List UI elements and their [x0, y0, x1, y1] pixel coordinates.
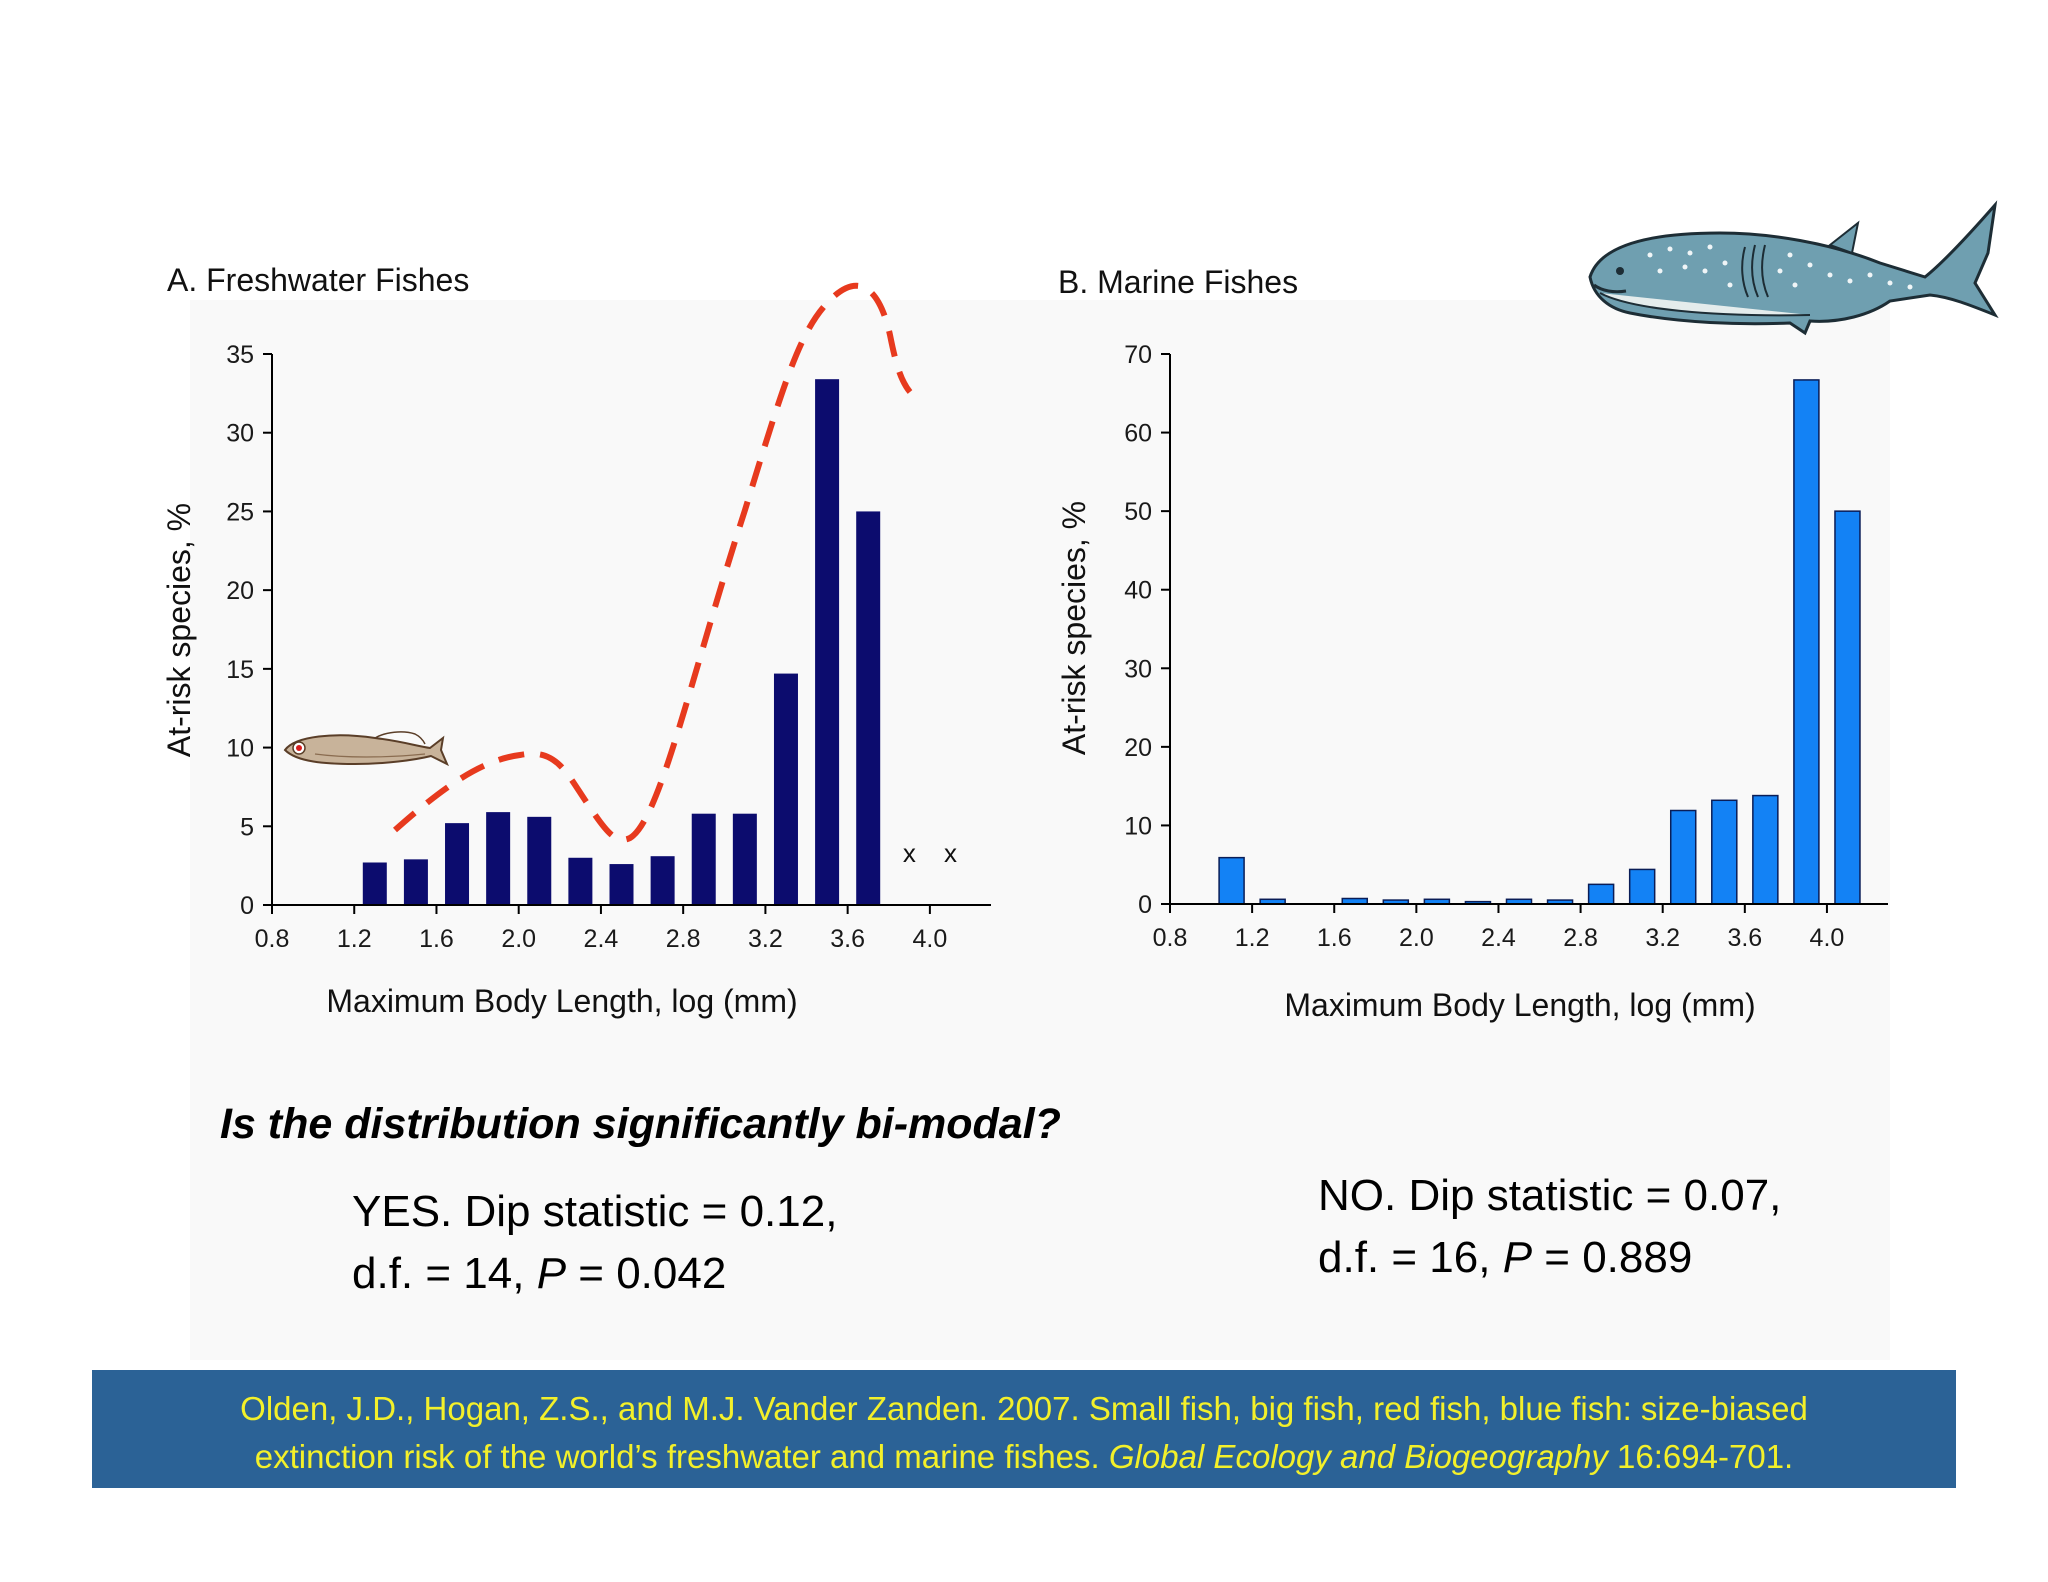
x-tick-label: 2.8: [1563, 924, 1598, 952]
y-tick-label: 30: [226, 420, 254, 448]
bar-2_9: [691, 813, 716, 905]
bar-3_5: [815, 379, 840, 905]
bar-2_7: [650, 856, 675, 905]
bar-3_7: [1752, 794, 1779, 905]
question-text: Is the distribution significantly bi-mod…: [220, 1100, 1061, 1148]
bar-3_7: [856, 511, 881, 905]
bar-1_7: [445, 823, 470, 905]
x-tick-label: 0.8: [1153, 924, 1188, 952]
y-tick-label: 20: [226, 577, 254, 605]
y-tick-label: 5: [240, 813, 254, 841]
x-tick-label: 2.4: [1481, 924, 1516, 952]
bar-3_3: [1669, 809, 1697, 905]
bar-2_1: [527, 816, 552, 905]
bar-1_9: [486, 812, 511, 905]
y-tick-label: 10: [226, 735, 254, 763]
x-tick-label: 1.2: [337, 925, 372, 953]
bar-4_1: [1834, 510, 1861, 905]
x-tick-label: 2.4: [584, 925, 619, 953]
x-tick-label: 2.8: [666, 925, 701, 953]
x-tick-label: 3.6: [830, 925, 865, 953]
chart-b-title: B. Marine Fishes: [1058, 264, 1298, 300]
bar-3_5: [1711, 799, 1738, 905]
chart-b-xlabel: Maximum Body Length, log (mm): [1284, 987, 1755, 1023]
x-tick-label: 2.0: [501, 925, 536, 953]
y-tick-label: 35: [226, 341, 254, 369]
citation-line2: extinction risk of the world’s freshwate…: [255, 1438, 1793, 1475]
x-tick-label: 3.2: [1645, 924, 1680, 952]
marine-result-line2: d.f. = 16, P = 0.889: [1318, 1233, 1692, 1282]
content-background: [190, 300, 1890, 1360]
freshwater-result-line1: YES. Dip statistic = 0.12,: [352, 1187, 837, 1236]
bar-3_1: [732, 813, 757, 905]
y-tick-label: 0: [240, 892, 254, 920]
y-tick-label: 10: [1124, 812, 1152, 840]
y-tick-label: 30: [1124, 655, 1152, 683]
chart-b-ylabel: At-risk species, %: [1056, 501, 1092, 755]
x-tick-label: 1.6: [1317, 924, 1352, 952]
y-tick-label: 0: [1138, 891, 1152, 919]
bar-3_1: [1628, 868, 1656, 905]
x-tick-label: 4.0: [1810, 924, 1845, 952]
bar-2_9: [1587, 883, 1615, 905]
x-tick-label: 0.8: [255, 925, 290, 953]
citation-banner: [92, 1370, 1956, 1488]
chart-a-title: A. Freshwater Fishes: [167, 262, 469, 298]
y-tick-label: 70: [1124, 341, 1152, 369]
no-data-marker: x: [903, 838, 916, 868]
y-tick-label: 40: [1124, 577, 1152, 605]
bar-1_1: [1218, 856, 1245, 905]
bar-2_3: [568, 857, 593, 905]
citation-line1: Olden, J.D., Hogan, Z.S., and M.J. Vande…: [240, 1390, 1808, 1427]
y-tick-label: 60: [1124, 420, 1152, 448]
bar-2_5: [609, 864, 634, 905]
small-fish-illustration: [283, 731, 449, 767]
bar-1_5: [403, 859, 428, 905]
y-tick-label: 15: [226, 656, 254, 684]
y-tick-label: 25: [226, 498, 254, 526]
marine-chart: B. Marine Fishes At-risk species, % Maxi…: [1056, 264, 1888, 1023]
freshwater-result-line2: d.f. = 14, P = 0.042: [352, 1249, 726, 1298]
y-tick-label: 20: [1124, 734, 1152, 762]
y-tick-label: 50: [1124, 498, 1152, 526]
x-tick-label: 3.2: [748, 925, 783, 953]
x-tick-label: 1.2: [1235, 924, 1270, 952]
x-tick-label: 1.6: [419, 925, 454, 953]
no-data-marker: x: [944, 838, 957, 868]
x-tick-label: 3.6: [1727, 924, 1762, 952]
whale-shark-illustration: [1588, 200, 1999, 336]
freshwater-chart: A. Freshwater Fishes At-risk species, % …: [161, 262, 991, 1019]
bar-1_3: [362, 862, 387, 905]
bar-3_3: [773, 673, 798, 905]
chart-a-ylabel: At-risk species, %: [161, 503, 197, 757]
x-tick-label: 2.0: [1399, 924, 1434, 952]
marine-result-line1: NO. Dip statistic = 0.07,: [1318, 1171, 1781, 1220]
x-tick-label: 4.0: [912, 925, 947, 953]
chart-a-xlabel: Maximum Body Length, log (mm): [326, 983, 797, 1019]
bar-3_9: [1793, 379, 1820, 905]
